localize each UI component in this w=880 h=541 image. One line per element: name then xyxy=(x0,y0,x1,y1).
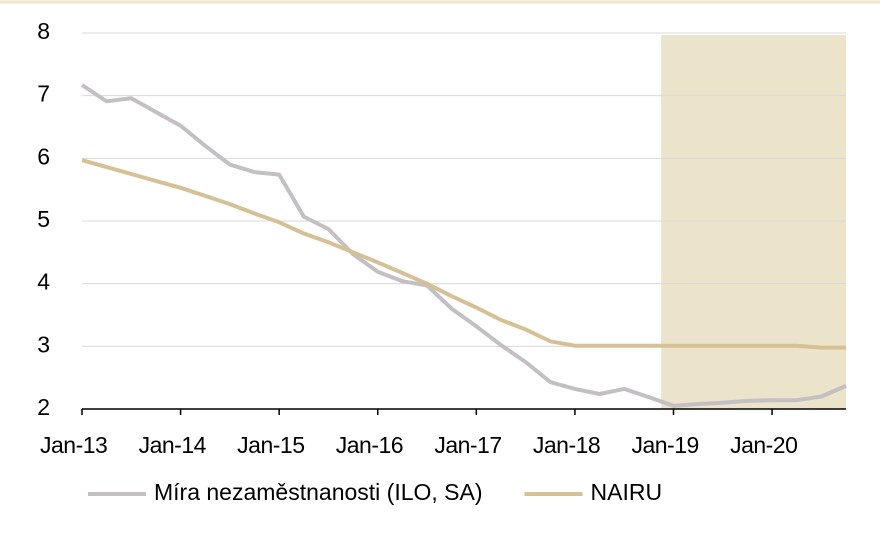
series-line xyxy=(81,158,846,350)
legend-label: Míra nezaměstnanosti (ILO, SA) xyxy=(154,479,483,505)
forecast-shade xyxy=(661,35,846,409)
x-tick-label: Jan-17 xyxy=(434,432,501,458)
lines-layer xyxy=(80,83,847,408)
y-tick-label: 3 xyxy=(37,331,50,357)
x-tick-label: Jan-15 xyxy=(237,432,304,458)
y-tick-label: 7 xyxy=(37,81,50,107)
grid-layer xyxy=(81,32,846,415)
x-tick-label: Jan-19 xyxy=(631,432,698,458)
shade-layer xyxy=(661,35,846,409)
x-tick-label: Jan-13 xyxy=(40,432,107,458)
y-tick-label: 8 xyxy=(37,18,50,44)
y-tick-label: 5 xyxy=(37,206,50,232)
x-tick-label: Jan-16 xyxy=(336,432,403,458)
x-tick-label: Jan-14 xyxy=(139,432,207,458)
labels-layer: 2 3 4 5 6 7 8 Jan-13 Jan-14 Jan-15 Jan-16 Jan-17 Jan… xyxy=(37,18,798,505)
x-tick-label: Jan-18 xyxy=(533,432,600,458)
series-line xyxy=(80,83,847,408)
x-tick-label: Jan-20 xyxy=(730,432,797,458)
y-tick-label: 4 xyxy=(37,269,50,295)
legend-label: NAIRU xyxy=(591,479,663,505)
y-tick-label: 2 xyxy=(37,394,50,420)
y-tick-label: 6 xyxy=(37,143,50,169)
